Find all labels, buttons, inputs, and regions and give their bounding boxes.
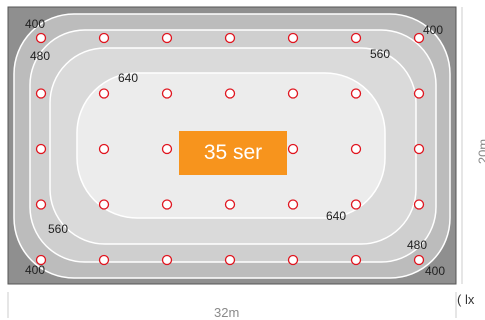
luminaire-circle-icon [35, 143, 47, 155]
luminaire-grid [35, 32, 425, 266]
luminaire-circle-icon [161, 32, 173, 44]
luminaire-circle-icon [413, 199, 425, 210]
contour-label-480-top-left: 480 [30, 49, 51, 63]
luminaire-circle-icon [413, 32, 425, 44]
unit-label: ( lx [457, 292, 475, 307]
luminaire-circle-icon [224, 88, 236, 99]
luminaire-circle-icon [224, 199, 236, 210]
contour-label-560-top-right: 560 [370, 47, 391, 61]
luminaire-circle-icon [98, 199, 110, 210]
luminaire-circle-icon [161, 199, 173, 210]
luminaire-circle-icon [98, 254, 110, 266]
luminaire-circle-icon [98, 143, 110, 155]
luminaire-circle-icon [98, 88, 110, 99]
luminaire-circle-icon [350, 199, 362, 210]
width-dimension-label: 32m [214, 305, 240, 320]
contour-label-400-top-right: 400 [423, 23, 444, 37]
luminaire-circle-icon [35, 199, 47, 210]
luminaire-circle-icon [413, 88, 425, 99]
contour-label-400-bottom-right: 400 [425, 264, 446, 278]
luminaire-circle-icon [287, 32, 299, 44]
luminaire-circle-icon [161, 143, 173, 155]
luminaire-circle-icon [350, 88, 362, 99]
contour-label-400-top-left: 400 [25, 17, 46, 31]
luminaire-circle-icon [35, 32, 47, 44]
height-dimension-label: 20m [475, 138, 485, 165]
luminaire-circle-icon [35, 88, 47, 99]
luminaire-circle-icon [224, 32, 236, 44]
luminaire-circle-icon [413, 254, 425, 266]
luminaire-circle-icon [161, 254, 173, 266]
luminaire-circle-icon [161, 88, 173, 99]
contour-label-640-top: 640 [118, 71, 139, 85]
luminaire-circle-icon [287, 254, 299, 266]
luminaire-circle-icon [287, 199, 299, 210]
luminaire-circle-icon [413, 143, 425, 155]
luminaire-circle-icon [224, 254, 236, 266]
luminaire-circle-icon [350, 254, 362, 266]
luminaire-circle-icon [350, 32, 362, 44]
luminaire-circle-icon [35, 254, 47, 266]
contour-label-400-bottom-left: 400 [25, 263, 46, 277]
contour-label-560-bottom-left: 560 [48, 222, 69, 236]
luminaire-circle-icon [350, 143, 362, 155]
contour-label-640-bottom-right: 640 [326, 209, 347, 223]
contour-label-480-bottom-right: 480 [407, 238, 428, 252]
luminaire-circle-icon [98, 32, 110, 44]
luminaire-circle-icon [287, 88, 299, 99]
series-badge: 35 ser [179, 131, 287, 175]
luminaire-circle-icon [287, 143, 299, 155]
